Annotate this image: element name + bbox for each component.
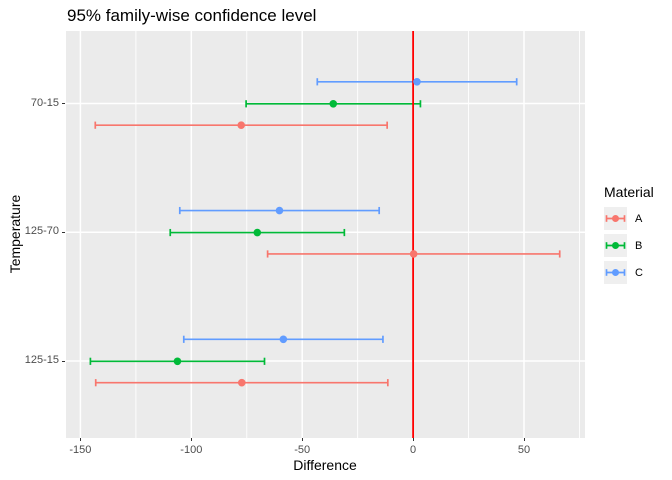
chart-title: 95% family-wise confidence level	[67, 6, 317, 25]
legend-item-C: C	[604, 261, 654, 284]
legend-label-C: C	[635, 266, 643, 279]
legend-key-glyph	[605, 242, 626, 249]
point-B-125-15	[173, 357, 182, 366]
legend-items: A B C	[604, 207, 654, 284]
x-tick-label: 50	[517, 444, 531, 456]
x-tick-label: -150	[69, 444, 92, 456]
legend-key-icon	[604, 261, 627, 284]
legend-item-B: B	[604, 234, 654, 257]
point-A-125-15	[237, 378, 246, 387]
x-tick-label: -100	[180, 444, 203, 456]
legend-title: Material	[604, 184, 654, 200]
point-B-70-15	[329, 100, 338, 108]
x-tick-mark	[523, 438, 525, 441]
plot-panel	[66, 31, 585, 438]
legend-key-glyph	[605, 215, 626, 222]
point-A-125-70	[409, 250, 418, 258]
point-C-125-70	[275, 206, 284, 215]
point-C-125-15	[279, 335, 288, 344]
y-tick-label: 70-15	[30, 96, 59, 109]
x-tick-mark	[412, 438, 414, 441]
legend: Material A B C	[604, 184, 654, 288]
x-tick-mark	[301, 438, 303, 441]
y-tick-label: 125-15	[24, 354, 59, 366]
legend-key-icon	[604, 207, 627, 230]
point-A-70-15	[237, 121, 246, 129]
y-tick-mark	[62, 231, 65, 233]
legend-key-glyph	[605, 269, 626, 276]
x-tick-mark	[190, 438, 192, 441]
y-axis-label: Temperature	[7, 194, 23, 274]
point-B-125-70	[253, 228, 262, 237]
legend-label-B: B	[635, 239, 643, 252]
x-tick-label: 0	[410, 444, 417, 456]
y-tick-label: 125-70	[24, 225, 59, 238]
legend-item-A: A	[604, 207, 654, 230]
legend-key-icon	[604, 234, 627, 257]
x-tick-mark	[79, 438, 81, 441]
plot-canvas	[66, 31, 585, 438]
x-tick-label: -50	[294, 444, 311, 456]
legend-label-A: A	[635, 212, 643, 225]
y-tick-mark	[62, 103, 65, 104]
x-axis-label: Difference	[293, 457, 357, 473]
point-C-70-15	[413, 78, 421, 86]
y-tick-mark	[62, 360, 65, 362]
